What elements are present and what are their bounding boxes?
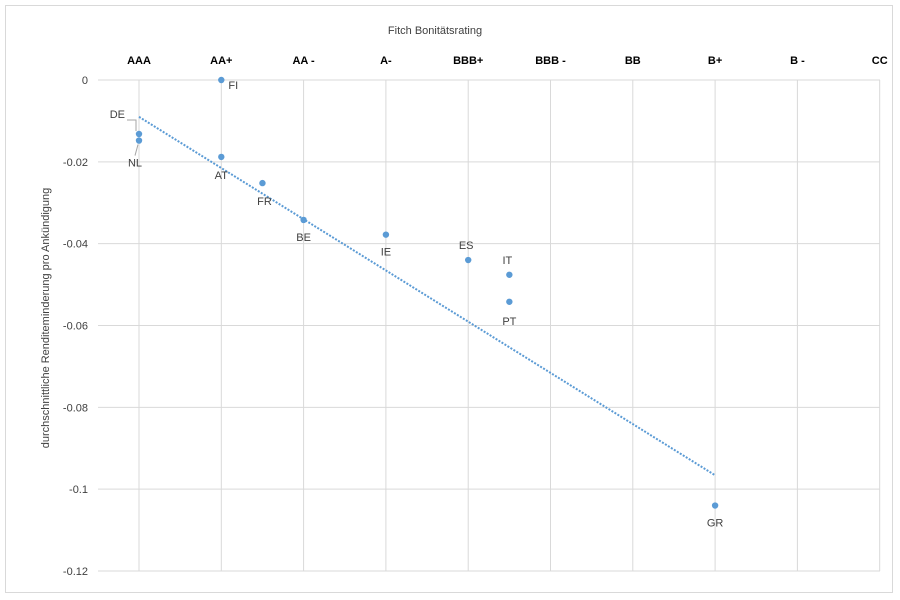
point-label-at: AT [215,170,229,182]
data-point-be [300,216,307,224]
trendline-layer [138,115,716,477]
chart-frame [5,5,893,593]
x-tick-label: A- [380,55,392,67]
point-label-pt: PT [502,316,516,328]
point-label-nl: NL [128,158,142,170]
x-tick-label: CC [872,55,888,67]
leader-line-nl [134,144,139,156]
point-label-fr: FR [257,196,272,208]
point-label-ie: IE [381,247,391,259]
x-tick-label: B+ [708,55,722,67]
y-tick-label: -0.12 [63,566,88,578]
data-point-at [218,153,225,161]
grid-lines [98,79,881,572]
data-points [135,76,719,509]
x-axis-title: Fitch Bonitätsrating [388,25,482,37]
y-tick-labels: 0 -0.02 -0.04 -0.06 -0.08 -0.1 -0.12 [63,75,88,578]
data-point-gr [711,502,719,509]
leader-line-de [127,119,137,132]
data-point-es [465,256,472,264]
y-axis-title: durchschnittliche Renditeminderung pro A… [40,188,52,449]
data-point-ie [382,231,390,238]
data-point-nl [135,137,143,144]
data-point-pt [506,298,513,305]
x-tick-label: B - [790,55,805,67]
y-tick-label: -0.02 [63,157,88,169]
x-tick-label: BBB - [535,55,566,67]
point-label-be: BE [296,232,311,244]
point-label-fi: FI [228,80,238,92]
point-label-it: IT [502,255,512,267]
x-tick-label: AAA [127,55,151,67]
y-tick-label: -0.06 [63,321,88,333]
data-point-de [135,130,143,138]
y-tick-label: 0 [82,75,88,87]
x-tick-label: AA - [292,55,315,67]
y-tick-label: -0.04 [63,239,88,251]
point-label-es: ES [459,240,474,252]
point-label-gr: GR [707,518,724,530]
point-label-de: DE [110,109,125,121]
point-labels: FI DE NL AT FR BE IE ES IT PT GR [110,80,724,530]
x-tick-label: BBB+ [453,55,483,67]
x-tick-labels: AAA AA+ AA - A- BBB+ BBB - BB B+ B - CC [127,55,888,67]
y-tick-label: -0.08 [63,402,88,414]
y-tick-label: -0.1 [69,484,88,496]
data-point-fi [218,76,225,84]
trendline [138,115,716,477]
x-tick-label: BB [625,55,641,67]
x-tick-label: AA+ [210,55,232,67]
data-point-fr [259,179,266,187]
data-point-it [506,271,513,278]
